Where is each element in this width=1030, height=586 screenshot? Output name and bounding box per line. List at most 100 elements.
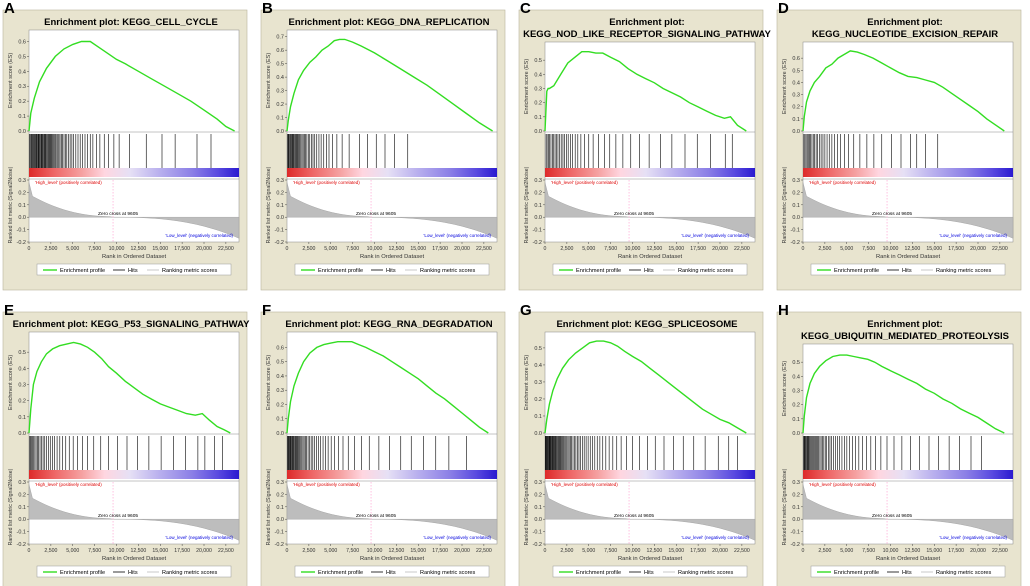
es-tick-label: 0.1 — [276, 116, 284, 122]
panel-title-line: Enrichment plot: — [867, 17, 942, 28]
legend-box — [552, 565, 748, 578]
low-level-label: 'Low_level' (negatively correlated) — [423, 233, 491, 238]
x-tick-label: 17,500 — [948, 246, 964, 252]
metric-tick-label: 0.1 — [534, 203, 542, 209]
metric-axis-label: Ranked list metric (Signal2Noise) — [782, 468, 788, 545]
es-axis-label: Enrichment score (ES) — [8, 53, 14, 108]
es-tick-label: 0.1 — [534, 414, 542, 420]
legend-box — [294, 565, 490, 578]
x-tick-label: 12,500 — [646, 548, 662, 554]
x-tick-label: 10,000 — [625, 246, 641, 252]
es-tick-label: 0.6 — [18, 39, 26, 45]
panel-title-line: Enrichment plot: — [609, 17, 684, 28]
metric-tick-label: 0.1 — [792, 505, 800, 511]
metric-tick-label: 0.3 — [534, 178, 542, 184]
metric-tick-label: 0.2 — [18, 492, 26, 498]
x-tick-label: 5,000 — [324, 548, 337, 554]
panel-title-line: KEGG_NUCLEOTIDE_EXCISION_REPAIR — [812, 29, 998, 40]
x-tick-label: 12,500 — [904, 246, 920, 252]
high-level-label: 'High_level' (positively correlated) — [35, 482, 102, 487]
x-tick-label: 0 — [544, 246, 547, 252]
metric-tick-label: 0.2 — [18, 190, 26, 196]
metric-tick-label: -0.1 — [791, 228, 800, 234]
metric-tick-label: 0.3 — [534, 480, 542, 486]
x-tick-label: 22,500 — [992, 548, 1008, 554]
zero-cross-annotation: Zero cross at 9605 — [98, 211, 138, 217]
metric-tick-label: 0.3 — [18, 178, 26, 184]
x-tick-label: 2,500 — [818, 548, 831, 554]
metric-tick-label: 0.3 — [792, 178, 800, 184]
legend-ranking-metric: Ranking metric scores — [162, 268, 218, 274]
x-tick-label: 10,000 — [883, 246, 899, 252]
es-tick-label: 0.2 — [534, 101, 542, 107]
metric-tick-label: 0.0 — [18, 517, 26, 523]
x-tick-label: 2,500 — [560, 548, 573, 554]
enrichment-panel-c: C Enrichment plot:KEGG_NOD_LIKE_RECEPTOR_… — [518, 0, 772, 291]
metric-axis-label: Ranked list metric (Signal2Noise) — [8, 468, 14, 545]
legend-ranking-metric: Ranking metric scores — [420, 570, 476, 576]
es-tick-label: 0.3 — [276, 388, 284, 394]
rank-color-bar — [803, 470, 1013, 479]
legend-hits: Hits — [902, 268, 912, 274]
x-tick-label: 5,000 — [840, 246, 853, 252]
enrichment-profile-line — [286, 341, 489, 434]
low-level-label: 'Low_level' (negatively correlated) — [165, 233, 233, 238]
high-level-label: 'High_level' (positively correlated) — [293, 482, 360, 487]
enrichment-panel-g: G Enrichment plot: KEGG_SPLICEOSOME 0.5 0.4… — [518, 302, 764, 586]
panel-letter: B — [262, 0, 273, 17]
x-tick-label: 22,500 — [734, 246, 750, 252]
es-tick-label: 0.4 — [534, 72, 542, 78]
rank-color-bar — [545, 168, 755, 177]
es-tick-label: 0.1 — [792, 117, 800, 123]
es-tick-label: 0.4 — [18, 69, 26, 75]
legend-box — [810, 263, 1006, 276]
es-axis-label: Enrichment score (ES) — [266, 53, 272, 108]
es-tick-label: 0.2 — [18, 99, 26, 105]
es-tick-label: 0.3 — [792, 389, 800, 395]
x-axis-label: Rank in Ordered Dataset — [876, 254, 941, 260]
panel-letter: D — [778, 0, 789, 17]
x-tick-label: 5,000 — [66, 548, 79, 554]
metric-tick-label: -0.1 — [17, 530, 26, 536]
es-tick-label: 0.1 — [18, 415, 26, 421]
x-tick-label: 0 — [802, 548, 805, 554]
panel-title-line: KEGG_UBIQUITIN_MEDIATED_PROTEOLYSIS — [801, 331, 1009, 342]
es-tick-label: 0.3 — [18, 383, 26, 389]
panel-title-line: Enrichment plot: — [867, 319, 942, 330]
legend-enrichment-profile: Enrichment profile — [834, 268, 879, 274]
metric-axis-label: Ranked list metric (Signal2Noise) — [266, 166, 272, 243]
x-tick-label: 12,500 — [388, 548, 404, 554]
rank-color-bar — [29, 168, 239, 177]
metric-tick-label: 0.0 — [792, 215, 800, 221]
metric-tick-label: 0.2 — [276, 190, 284, 196]
x-tick-label: 7,500 — [862, 246, 875, 252]
metric-tick-label: 0.3 — [276, 178, 284, 184]
enrichment-profile-line — [544, 340, 747, 434]
legend-box — [36, 263, 232, 276]
metric-tick-label: 0.0 — [534, 517, 542, 523]
x-tick-label: 17,500 — [432, 246, 448, 252]
es-axis-label: Enrichment score (ES) — [8, 355, 14, 410]
plot-area — [286, 331, 498, 545]
x-tick-label: 20,000 — [970, 548, 986, 554]
es-tick-label: 0.2 — [276, 402, 284, 408]
x-tick-label: 10,000 — [109, 246, 125, 252]
es-tick-label: 0.0 — [18, 431, 26, 437]
x-tick-label: 15,000 — [926, 548, 942, 554]
es-tick-label: 0.6 — [276, 345, 284, 351]
legend-box — [810, 565, 1006, 578]
x-tick-label: 7,500 — [346, 246, 359, 252]
x-axis-label: Rank in Ordered Dataset — [618, 556, 683, 562]
metric-tick-label: -0.2 — [17, 542, 26, 548]
es-tick-label: 0.4 — [18, 366, 26, 372]
metric-tick-label: 0.2 — [534, 190, 542, 196]
legend-hits: Hits — [128, 268, 138, 274]
zero-cross-annotation: Zero cross at 9605 — [614, 513, 654, 519]
x-tick-label: 7,500 — [862, 548, 875, 554]
x-tick-label: 17,500 — [174, 246, 190, 252]
x-tick-label: 0 — [28, 548, 31, 554]
metric-tick-label: 0.0 — [534, 215, 542, 221]
legend-hits: Hits — [386, 268, 396, 274]
legend-enrichment-profile: Enrichment profile — [834, 570, 879, 576]
low-level-label: 'Low_level' (negatively correlated) — [681, 535, 749, 540]
